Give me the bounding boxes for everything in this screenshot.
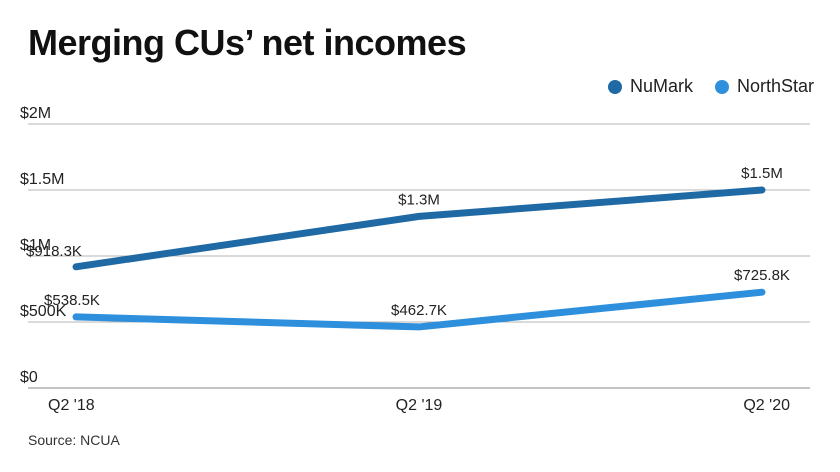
legend-item-northstar: NorthStar <box>714 76 814 97</box>
series-line-numark <box>72 186 766 271</box>
data-label: $918.3K <box>26 243 82 260</box>
data-label: $538.5K <box>44 292 100 309</box>
legend-swatch-northstar <box>714 79 729 94</box>
y-tick-label: $1M <box>20 237 51 254</box>
source-note: Source: NCUA <box>28 432 120 448</box>
y-tick-label: $500K <box>20 303 67 320</box>
data-label: $725.8K <box>734 267 790 284</box>
legend-label-northstar: NorthStar <box>736 76 814 96</box>
data-label: $1.3M <box>398 191 440 208</box>
x-tick-label: Q2 '18 <box>48 397 95 414</box>
legend-swatch-numark <box>607 79 622 94</box>
legend-item-numark: NuMark <box>607 76 693 97</box>
y-tick-label: $0 <box>20 369 38 386</box>
y-tick-label: $1.5M <box>20 171 64 188</box>
chart-title: Merging CUs’ net incomes <box>28 22 467 63</box>
data-label: $1.5M <box>741 165 783 182</box>
series-line-northstar <box>72 288 766 331</box>
data-label: $462.7K <box>391 302 447 319</box>
x-tick-label: Q2 '19 <box>396 397 443 414</box>
legend: NuMark NorthStar <box>607 76 814 97</box>
x-tick-label: Q2 '20 <box>743 397 790 414</box>
y-tick-label: $2M <box>20 105 51 122</box>
legend-label-numark: NuMark <box>629 76 693 96</box>
